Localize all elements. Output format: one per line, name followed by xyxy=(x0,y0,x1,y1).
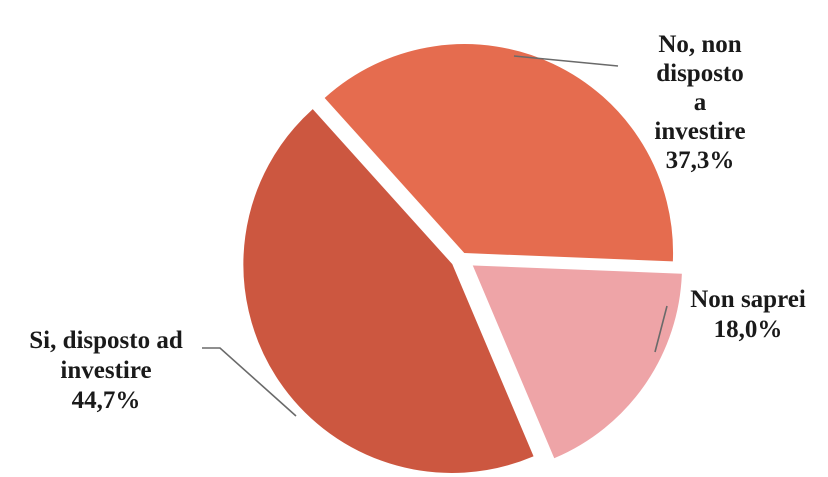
slice-name-line: investire xyxy=(654,118,745,145)
slice-name-line: disposto xyxy=(656,60,744,87)
slice-label-si-disposto-ad-investire: Si, disposto ad investire 44,7% xyxy=(29,327,183,414)
slice-name-line: Si, disposto ad xyxy=(29,327,183,354)
slice-name-line: a xyxy=(694,89,707,116)
slice-name-line: Non saprei xyxy=(690,286,806,313)
slice-label-no-non-disposto-a-investire: No, non disposto a investire 37,3% xyxy=(654,31,745,174)
pie-slices xyxy=(244,45,681,473)
slice-value-label: 37,3% xyxy=(666,147,735,174)
slice-value-label: 44,7% xyxy=(72,387,141,414)
slice-name-line: investire xyxy=(60,357,151,384)
slice-name-line: No, non xyxy=(658,31,741,58)
slice-value-label: 18,0% xyxy=(714,316,783,343)
slice-label-non-saprei: Non saprei 18,0% xyxy=(690,286,806,343)
